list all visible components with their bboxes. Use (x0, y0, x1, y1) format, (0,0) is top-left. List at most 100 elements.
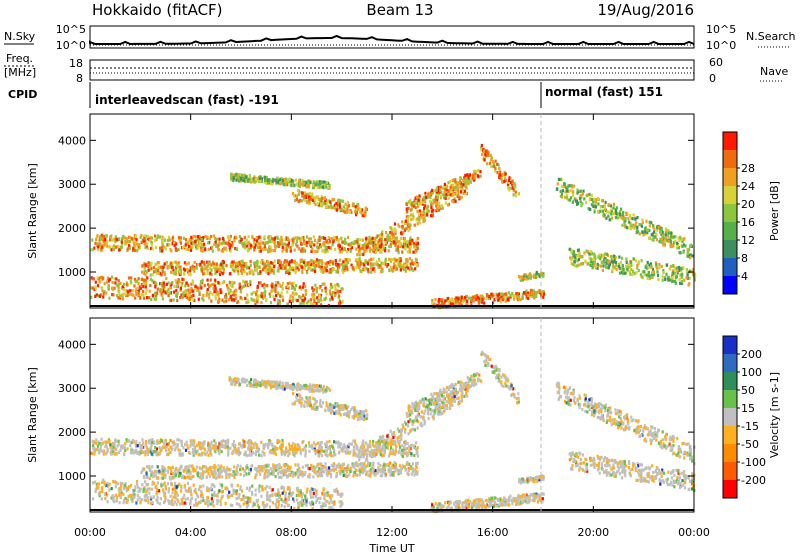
power-cell (323, 244, 326, 248)
velocity-cell (100, 497, 103, 501)
velocity-cell (91, 481, 95, 485)
power-cell (290, 179, 293, 183)
power-cell (374, 240, 377, 244)
power-cell (154, 234, 157, 238)
power-cell (132, 246, 135, 250)
velocity-cell (220, 485, 224, 489)
power-cell (617, 265, 620, 269)
power-cell (467, 175, 470, 179)
power-cell (579, 255, 582, 259)
power-cell (279, 182, 282, 186)
power-cell (95, 242, 98, 246)
velocity-cell (281, 485, 284, 489)
power-cell (443, 190, 446, 194)
power-cell (316, 241, 319, 245)
power-cell (122, 292, 125, 296)
power-cell (623, 271, 626, 275)
velocity-cell (100, 437, 103, 441)
power-cell (214, 271, 217, 275)
velocity-cell (274, 503, 277, 507)
power-cell (575, 264, 578, 268)
velocity-cell (140, 498, 143, 502)
power-cell (240, 264, 243, 268)
velocity-cell (361, 446, 364, 450)
power-cell (389, 242, 392, 246)
power-cell (186, 242, 189, 246)
power-cell (341, 199, 345, 203)
power-cell (573, 255, 576, 259)
power-cell (113, 248, 116, 252)
velocity-cell (269, 505, 272, 509)
power-cell (566, 187, 569, 191)
power-cell (314, 283, 317, 287)
power-cell (236, 300, 239, 305)
velocity-cell (323, 502, 326, 506)
power-cell (539, 294, 543, 298)
power-cell (370, 257, 373, 261)
power-cell (439, 185, 442, 189)
power-cell (334, 287, 337, 291)
power-cell (241, 259, 244, 263)
velocity-cell (253, 502, 256, 506)
velocity-cell (298, 489, 301, 493)
velocity-cell (228, 494, 231, 498)
power-cell (356, 253, 359, 257)
power-cell (596, 266, 599, 270)
power-cell (291, 286, 294, 290)
power-cell (143, 237, 146, 241)
velocity-cell (235, 489, 239, 493)
velocity-cell (130, 494, 133, 498)
velocity-cell (138, 452, 141, 456)
power-cell (410, 203, 413, 207)
power-cell (587, 250, 590, 254)
power-cell (399, 257, 402, 261)
power-cell (266, 178, 269, 182)
power-cell (253, 268, 257, 272)
power-cell (521, 278, 524, 282)
power-cell (439, 206, 442, 210)
power-cell (245, 261, 248, 266)
power-cell (385, 264, 388, 268)
power-cell (143, 266, 146, 270)
power-cell (273, 259, 276, 263)
power-cell (125, 289, 128, 293)
velocity-cell (173, 487, 176, 491)
power-cell (450, 298, 453, 302)
power-cell (660, 240, 663, 245)
power-cell (389, 257, 392, 262)
power-cell (352, 266, 355, 270)
power-cell (490, 294, 493, 298)
power-cell (619, 212, 622, 216)
power-cell (295, 197, 299, 202)
power-cell (408, 250, 412, 254)
power-cell (627, 226, 630, 230)
power-cell (433, 302, 436, 306)
velocity-cell (324, 503, 327, 507)
power-cell (456, 187, 459, 191)
power-cell (399, 262, 402, 266)
velocity-cell (155, 484, 158, 488)
power-cell (335, 204, 338, 208)
velocity-cell (270, 489, 273, 493)
power-cell (507, 178, 511, 183)
power-cell (110, 248, 113, 252)
velocity-cell (161, 488, 165, 492)
power-cell (335, 236, 338, 240)
velocity-cell (399, 445, 402, 449)
power-cell (605, 252, 609, 256)
power-cell (253, 248, 256, 252)
velocity-cell (172, 495, 175, 499)
velocity-cell (199, 485, 202, 489)
velocity-cell (288, 442, 291, 446)
power-cell (331, 197, 334, 201)
power-cell (217, 294, 220, 298)
beam-title: Beam 13 (366, 1, 433, 19)
power-cell (452, 299, 455, 303)
power-cell (658, 240, 661, 244)
power-cell (296, 261, 299, 265)
power-cell (452, 183, 455, 187)
power-cell (409, 236, 412, 240)
power-cell (646, 260, 649, 265)
velocity-cell (257, 487, 260, 491)
power-cell (693, 272, 697, 276)
